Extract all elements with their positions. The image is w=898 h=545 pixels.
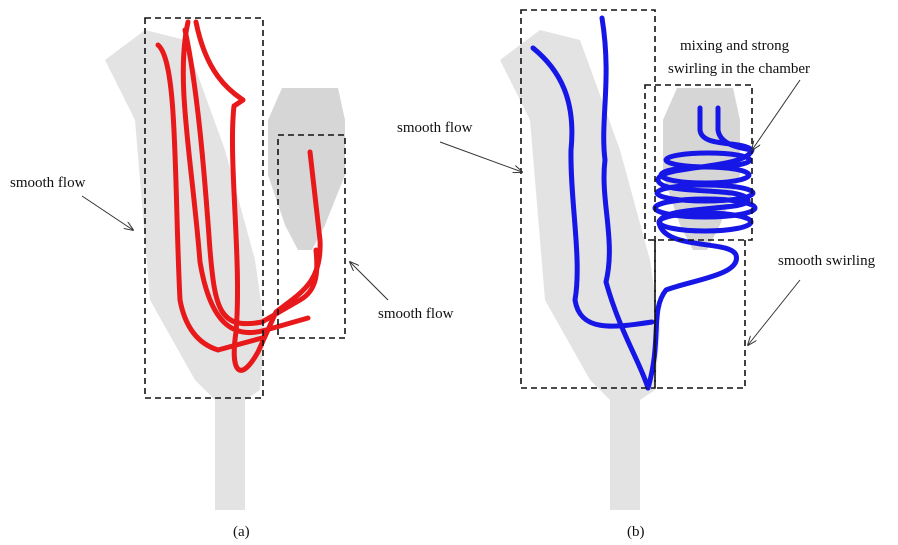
- region-box: [655, 240, 745, 388]
- arrow: [752, 80, 800, 150]
- annotation: mixing and strong: [680, 38, 790, 54]
- arrow: [748, 280, 800, 345]
- annotation: smooth flow: [10, 175, 86, 191]
- chamber: [268, 88, 345, 250]
- annotation: smooth swirling: [778, 253, 876, 269]
- caption: (a): [233, 524, 250, 540]
- annotation: swirling in the chamber: [668, 61, 810, 77]
- annotation: smooth flow: [397, 120, 473, 136]
- figure: smooth flow smooth flow (a) smooth flow …: [0, 0, 898, 545]
- caption: (b): [627, 524, 645, 540]
- annotation: smooth flow: [378, 306, 454, 322]
- panel-b: smooth flow mixing and strong swirling i…: [397, 10, 876, 540]
- arrow: [440, 142, 522, 172]
- geometry: [500, 30, 660, 510]
- arrow: [350, 262, 388, 300]
- arrow: [82, 196, 133, 230]
- panel-a: smooth flow smooth flow (a): [10, 18, 454, 540]
